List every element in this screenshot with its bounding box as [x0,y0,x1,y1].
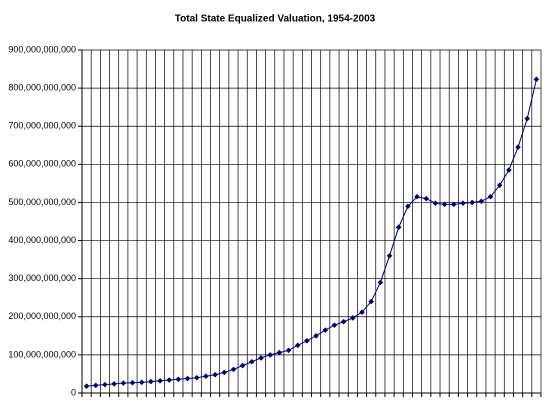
marker [258,355,264,361]
marker [515,144,521,150]
marker [322,327,329,333]
marker [294,342,301,349]
marker [203,373,209,380]
marker [331,322,338,328]
marker [148,378,154,385]
marker [359,309,365,316]
marker [276,349,283,356]
marker [313,333,319,339]
marker [533,76,540,83]
marker [166,377,173,383]
y-tick-label: 300,000,000,000 [8,273,76,283]
marker [350,315,356,321]
marker [414,193,420,200]
marker [395,224,402,231]
marker [423,195,430,202]
marker [405,203,411,210]
y-tick-label: 600,000,000,000 [8,159,76,169]
marker [249,358,255,365]
marker [304,337,310,344]
marker [460,200,466,207]
marker [450,201,457,208]
marker [129,379,136,386]
marker [92,382,99,389]
marker [102,381,108,388]
marker [478,198,485,205]
y-tick-label: 700,000,000,000 [8,121,76,131]
y-tick-label: 400,000,000,000 [8,235,76,245]
marker [221,369,228,376]
y-tick-label: 900,000,000,000 [8,44,76,54]
marker [157,378,163,384]
marker [212,371,218,378]
marker [386,253,393,259]
marker [138,379,145,386]
marker [111,381,117,387]
marker [230,366,237,373]
marker [285,347,292,354]
marker [506,167,512,173]
marker [377,279,384,286]
marker [524,115,531,122]
marker [120,380,127,386]
y-tick-label: 0 [71,387,76,397]
marker [267,352,273,358]
marker [368,298,374,305]
marker [184,375,191,382]
y-tick-label: 100,000,000,000 [8,349,76,359]
marker [175,376,182,383]
y-tick-label: 800,000,000,000 [8,82,76,92]
y-tick-label: 200,000,000,000 [8,311,76,321]
marker [469,199,475,206]
chart-title: Total State Equalized Valuation, 1954-20… [175,14,376,25]
marker [83,383,90,389]
y-tick-label: 500,000,000,000 [8,197,76,207]
marker [487,193,494,200]
marker [239,362,246,369]
marker [496,182,503,189]
marker [432,200,439,207]
marker [193,374,200,381]
marker [441,201,448,208]
marker [340,318,347,325]
